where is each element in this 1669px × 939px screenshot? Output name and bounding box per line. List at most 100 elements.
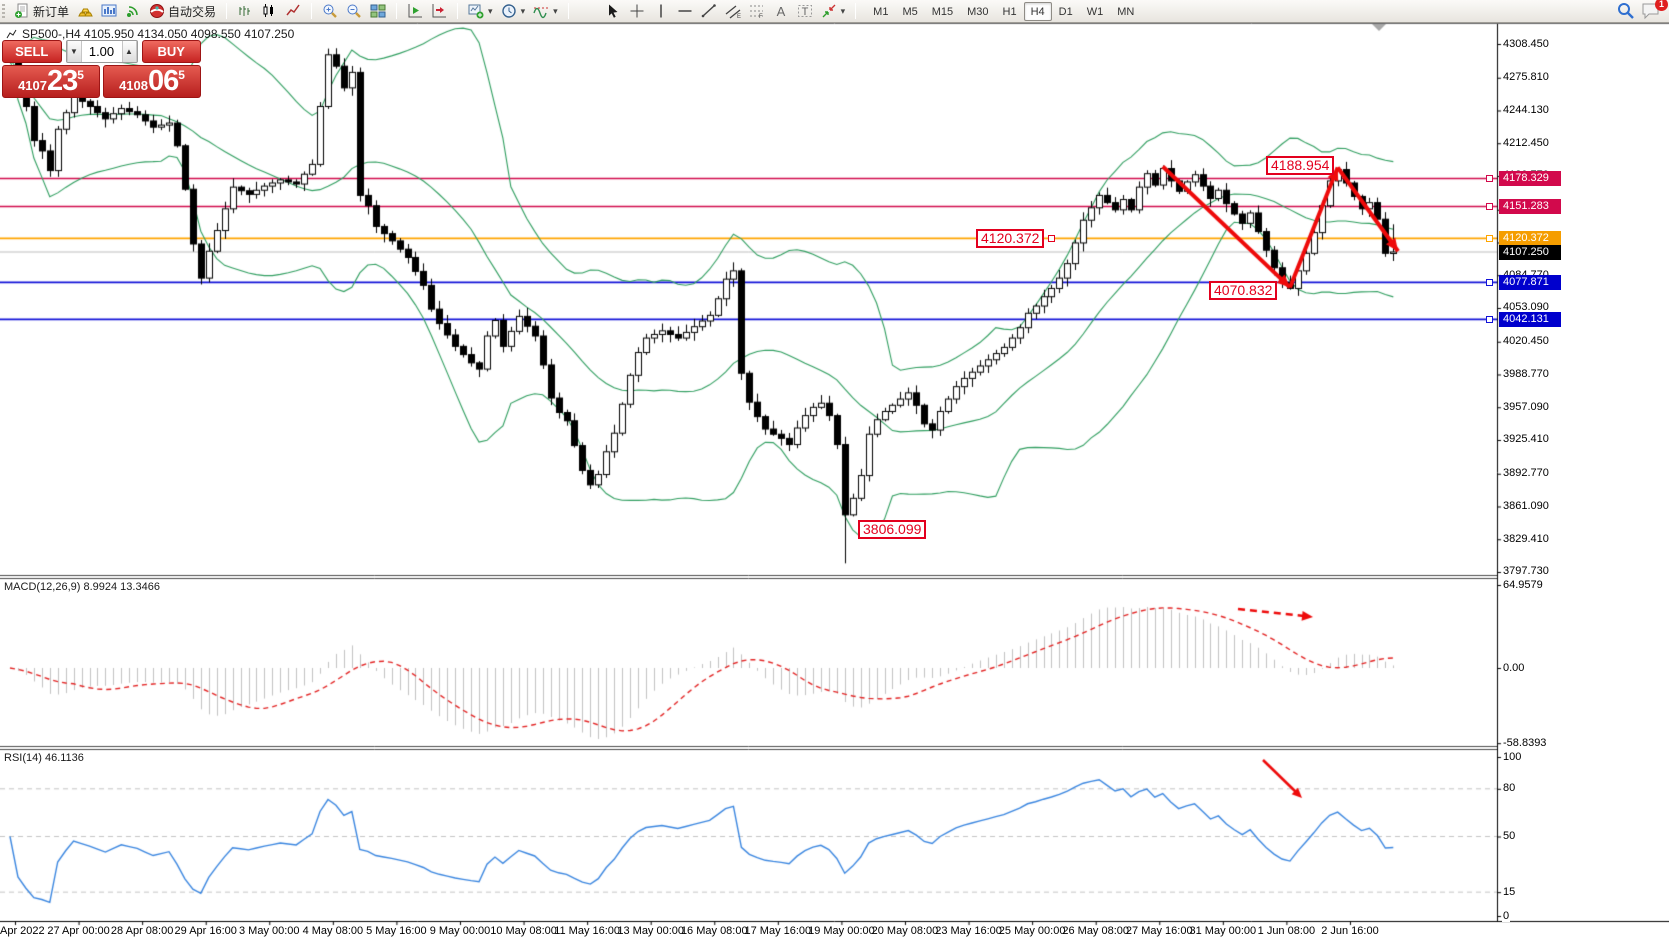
buy-price-pip: 5	[178, 68, 185, 82]
line-chart-icon	[286, 4, 300, 16]
date-axis-label: 27 May 16:00	[1125, 925, 1193, 937]
line-chart-button[interactable]	[281, 1, 305, 21]
text-label-tool-button[interactable]: T	[793, 1, 817, 21]
line-anchor-marker[interactable]	[1486, 234, 1493, 242]
new-order-label: 新订单	[33, 4, 70, 19]
new-order-icon	[15, 3, 28, 18]
timeframe-button-h1[interactable]: H1	[1002, 5, 1017, 18]
toolbar-grip[interactable]	[2, 4, 5, 18]
timeframe-button-m1[interactable]: M1	[873, 5, 889, 18]
candlestick-chart-button[interactable]	[257, 1, 281, 21]
bar-chart-icon	[239, 6, 251, 16]
price-axis-tick: 3829.410	[1502, 532, 1550, 545]
sell-button[interactable]: SELL	[2, 40, 62, 63]
signals-button[interactable]	[121, 1, 145, 21]
chart-shift-icon	[432, 4, 447, 18]
horizontal-line-tool-button[interactable]	[673, 1, 697, 21]
text-icon: A	[776, 4, 785, 19]
timeframe-button-d1[interactable]: D1	[1058, 5, 1073, 18]
channel-tool-button[interactable]: E	[721, 1, 745, 21]
periods-button[interactable]: ▾	[497, 1, 530, 21]
trendline-tool-button[interactable]	[697, 1, 721, 21]
date-axis-label: 4 May 08:00	[302, 925, 364, 937]
toolbar-separator	[396, 3, 398, 19]
symbol-ohlc-text: SP500-,H4 4105.950 4134.050 4098.550 410…	[22, 27, 295, 41]
sell-price-panel[interactable]: 4107 23 5	[2, 65, 100, 98]
fibonacci-tool-button[interactable]: F	[745, 1, 769, 21]
rsi-axis-tick: 100	[1502, 750, 1523, 763]
autotrading-button[interactable]: 自动交易	[145, 1, 220, 21]
line-anchor-marker[interactable]	[1486, 202, 1493, 210]
date-axis-label: 23 May 16:00	[935, 925, 1002, 937]
symbol-info-bar: SP500-,H4 4105.950 4134.050 4098.550 410…	[6, 27, 294, 41]
zoom-out-button[interactable]	[342, 1, 366, 21]
price-line-badge: 4077.871	[1499, 274, 1561, 290]
notifications-button[interactable]: 1	[1641, 0, 1668, 20]
gold-deposit-button[interactable]	[73, 1, 97, 21]
fibonacci-icon: F	[749, 5, 763, 19]
search-icon[interactable]	[1617, 2, 1635, 20]
dropdown-caret-icon: ▾	[488, 5, 493, 16]
date-axis-label: 2 Jun 16:00	[1321, 925, 1379, 937]
sell-price-pip: 5	[77, 68, 84, 82]
channel-icon: E	[725, 5, 741, 19]
sell-price-main: 23	[46, 65, 78, 97]
crosshair-tool-button[interactable]	[625, 1, 649, 21]
toolbar-separator	[226, 3, 228, 19]
timeframe-button-h4[interactable]: H4	[1023, 1, 1052, 21]
chart-type-group	[230, 0, 308, 22]
new-chart-button[interactable]: ▾	[464, 1, 497, 21]
tile-windows-button[interactable]	[366, 1, 390, 21]
chart-window-button[interactable]	[97, 1, 121, 21]
arrows-tool-button[interactable]: ▾	[817, 1, 850, 21]
timeframe-button-w1[interactable]: W1	[1086, 5, 1104, 18]
toolbar-separator	[457, 3, 459, 19]
vertical-line-tool-button[interactable]	[649, 1, 673, 21]
tile-windows-icon	[370, 4, 386, 18]
annotation-anchor-marker[interactable]	[1048, 235, 1055, 242]
rsi-label: RSI(14) 46.1136	[4, 752, 84, 764]
indicators-button[interactable]: ▾	[529, 1, 562, 21]
buy-button[interactable]: BUY	[141, 40, 201, 63]
new-order-button[interactable]: 新订单	[10, 1, 73, 21]
price-annotation[interactable]: 4188.954	[1266, 156, 1335, 175]
date-axis-label: 26 May 08:00	[1062, 925, 1130, 937]
timeframe-group: M1 M5 M15 M30 H1 H4 D1 W1 MN	[863, 0, 1144, 22]
line-anchor-marker[interactable]	[1486, 315, 1493, 323]
volume-decrease-button[interactable]: ▼	[66, 41, 82, 62]
timeframe-button-m30[interactable]: M30	[967, 5, 989, 18]
auto-scroll-icon	[408, 4, 423, 18]
line-anchor-marker[interactable]	[1486, 175, 1493, 183]
buy-price-panel[interactable]: 4108 06 5	[103, 65, 201, 98]
cursor-tool-button[interactable]	[601, 1, 625, 21]
line-anchor-marker[interactable]	[1486, 278, 1493, 286]
scroll-group	[400, 0, 454, 22]
date-axis-label: 16 May 08:00	[680, 925, 748, 937]
bar-chart-button[interactable]	[233, 1, 257, 21]
chart-tools-group: ▾ ▾ ▾	[461, 0, 565, 22]
date-axis-label: 10 May 08:00	[490, 925, 557, 937]
new-chart-icon	[468, 4, 484, 19]
zoom-in-button[interactable]	[318, 1, 342, 21]
date-axis-label: 20 May 08:00	[871, 925, 939, 937]
symbol-icon	[6, 29, 17, 39]
auto-scroll-button[interactable]	[403, 1, 427, 21]
timeframe-button-m5[interactable]: M5	[902, 5, 918, 18]
date-axis-label: 29 Apr 16:00	[174, 925, 237, 937]
volume-input[interactable]	[81, 41, 122, 62]
price-annotation[interactable]: 4070.832	[1209, 281, 1278, 300]
signals-icon	[127, 6, 138, 17]
volume-increase-button[interactable]: ▲	[121, 41, 137, 62]
date-axis-label: 13 May 00:00	[617, 925, 685, 937]
timeframe-button-mn[interactable]: MN	[1117, 5, 1135, 18]
price-annotation[interactable]: 4120.372	[976, 229, 1045, 248]
text-tool-button[interactable]: A	[769, 1, 793, 21]
toolbar-separator	[855, 3, 857, 19]
price-annotation[interactable]: 3806.099	[858, 520, 927, 539]
timeframe-button-m15[interactable]: M15	[931, 5, 954, 18]
volume-control: ▼ ▲	[65, 40, 138, 63]
autotrading-icon	[150, 4, 165, 18]
chart-shift-button[interactable]	[427, 1, 451, 21]
